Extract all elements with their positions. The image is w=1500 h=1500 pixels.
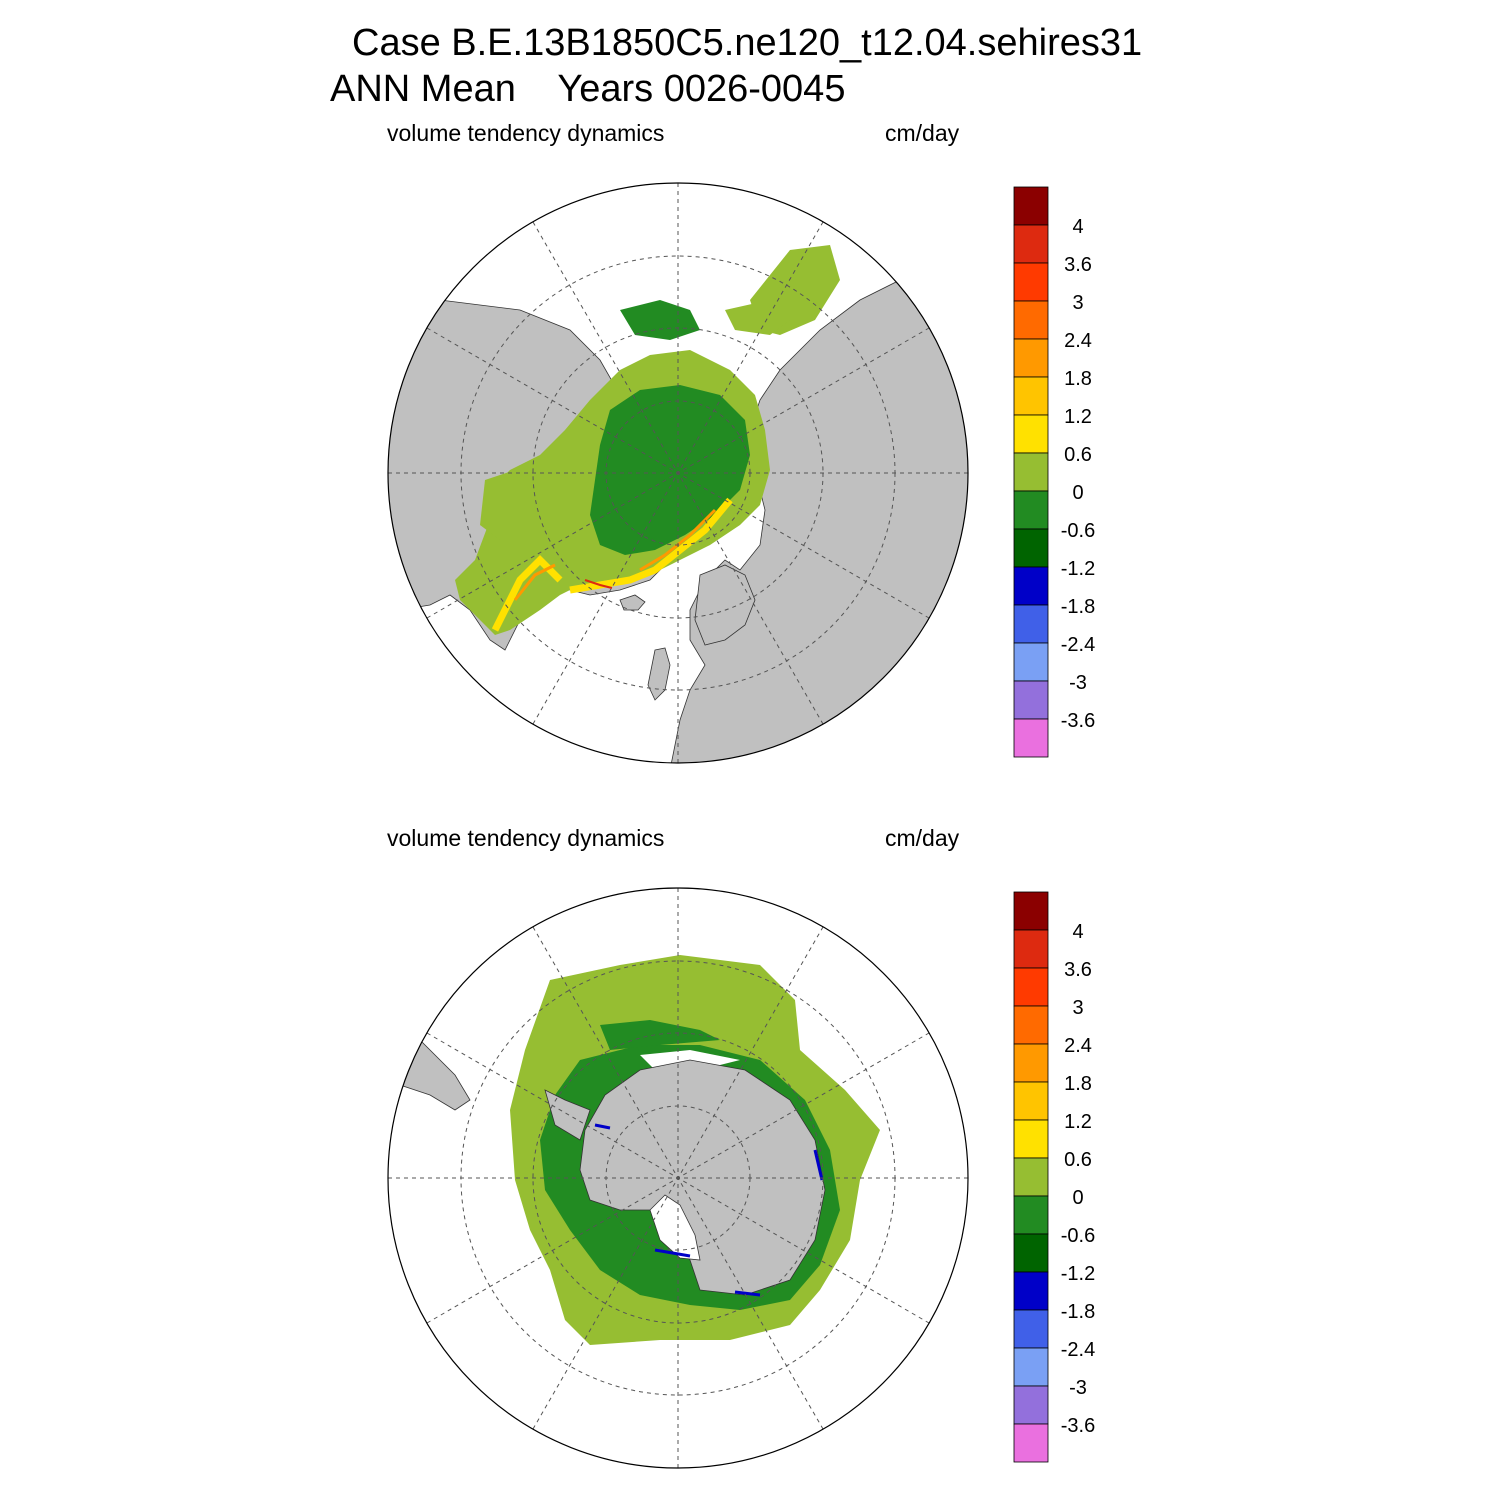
south-colorbar-box	[1013, 1157, 1049, 1197]
south-variable-label: volume tendency dynamics	[387, 825, 665, 851]
north-colorbar-label: 4	[1072, 216, 1083, 238]
south-colorbar-box	[1013, 1233, 1049, 1273]
north-colorbar-label: -1.2	[1061, 558, 1095, 580]
north-colorbar-box	[1013, 528, 1049, 568]
south-colorbar-label: 3	[1072, 997, 1083, 1019]
north-colorbar-box	[1013, 262, 1049, 302]
north-colorbar-label: -3	[1069, 672, 1087, 694]
north-ice-mid-channel	[620, 300, 700, 340]
iceland-land	[619, 594, 646, 611]
north-colorbar-label: 0.6	[1064, 444, 1092, 466]
south-units-label: cm/day	[885, 825, 960, 851]
south-colorbar-box	[1013, 1043, 1049, 1083]
north-colorbar-box	[1013, 718, 1049, 758]
north-colorbar: -3.6 -3 -2.4 -1.8 -1.2 -0.6 0 0.6 1.2 1.8 2.4 3 3.6 4	[1013, 186, 1095, 758]
period-title: ANN Mean Years 0026-0045	[330, 68, 846, 110]
eurasia-land	[669, 269, 968, 763]
north-ice-edge-red	[584, 579, 613, 589]
north-colorbar-box	[1013, 490, 1049, 530]
case-title: Case B.E.13B1850C5.ne120_t12.04.sehires3…	[352, 22, 1143, 64]
north-polar-map	[387, 182, 969, 764]
north-colorbar-label: 2.4	[1064, 330, 1092, 352]
south-colorbar-label: 4	[1072, 921, 1083, 943]
south-colorbar-label: -0.6	[1061, 1225, 1095, 1247]
south-colorbar-label: -3.6	[1061, 1415, 1095, 1437]
north-ice-mid	[590, 385, 750, 555]
north-colorbar-label: -3.6	[1061, 710, 1095, 732]
north-variable-label: volume tendency dynamics	[387, 120, 665, 146]
north-colorbar-label: -2.4	[1061, 634, 1095, 656]
south-colorbar-label: 3.6	[1064, 959, 1092, 981]
south-colorbar-label: -1.8	[1061, 1301, 1095, 1323]
south-graticule	[388, 888, 968, 1468]
south-colorbar-box	[1013, 1271, 1049, 1311]
north-colorbar-box	[1013, 680, 1049, 720]
south-colorbar-box	[1013, 1423, 1049, 1463]
north-colorbar-label: 1.2	[1064, 406, 1092, 428]
north-colorbar-label: 3.6	[1064, 254, 1092, 276]
south-colorbar-box	[1013, 1081, 1049, 1121]
north-graticule	[388, 183, 968, 763]
south-colorbar-box	[1013, 891, 1049, 931]
south-colorbar-label: -2.4	[1061, 1339, 1095, 1361]
antarctic-peninsula-land	[544, 1089, 591, 1141]
south-colorbar-label: 2.4	[1064, 1035, 1092, 1057]
north-colorbar-box	[1013, 376, 1049, 416]
north-colorbar-box	[1013, 338, 1049, 378]
south-colorbar-box	[1013, 1195, 1049, 1235]
north-colorbar-label: 1.8	[1064, 368, 1092, 390]
south-colorbar-box	[1013, 1309, 1049, 1349]
south-colorbar-box	[1013, 1347, 1049, 1387]
north-colorbar-box	[1013, 300, 1049, 340]
north-colorbar-label: -1.8	[1061, 596, 1095, 618]
south-colorbar-label: 0	[1072, 1187, 1083, 1209]
scandinavia-land	[694, 564, 756, 646]
south-colorbar-box	[1013, 967, 1049, 1007]
north-map-border	[387, 182, 969, 764]
south-colorbar-label: 0.6	[1064, 1149, 1092, 1171]
north-colorbar-box	[1013, 452, 1049, 492]
south-colorbar-label: 1.8	[1064, 1073, 1092, 1095]
north-colorbar-box	[1013, 604, 1049, 644]
north-colorbar-box	[1013, 642, 1049, 682]
north-colorbar-label: 3	[1072, 292, 1083, 314]
north-colorbar-box	[1013, 414, 1049, 454]
south-colorbar-box	[1013, 1119, 1049, 1159]
south-ice-mid-weddell	[600, 1020, 720, 1050]
north-colorbar-box	[1013, 224, 1049, 264]
south-polar-map	[387, 887, 969, 1469]
south-colorbar-box	[1013, 1005, 1049, 1045]
south-colorbar-box	[1013, 1385, 1049, 1425]
south-ice-coastal-blue	[594, 1123, 824, 1297]
ross-ice-shelf	[649, 1194, 701, 1261]
south-colorbar-box	[1013, 929, 1049, 969]
south-colorbar: -3.6 -3 -2.4 -1.8 -1.2 -0.6 0 0.6 1.2 1.8 2.4 3 3.6 4	[1013, 891, 1095, 1463]
north-colorbar-label: -0.6	[1061, 520, 1095, 542]
south-colorbar-label: -1.2	[1061, 1263, 1095, 1285]
north-ice-light-hudson	[480, 470, 530, 540]
north-units-label: cm/day	[885, 120, 960, 146]
north-colorbar-label: 0	[1072, 482, 1083, 504]
south-colorbar-label: -3	[1069, 1377, 1087, 1399]
south-colorbar-label: 1.2	[1064, 1111, 1092, 1133]
north-colorbar-box	[1013, 566, 1049, 606]
north-colorbar-box	[1013, 186, 1049, 226]
south-map-border	[387, 887, 969, 1469]
north-ice-light-okhotsk	[725, 300, 790, 335]
